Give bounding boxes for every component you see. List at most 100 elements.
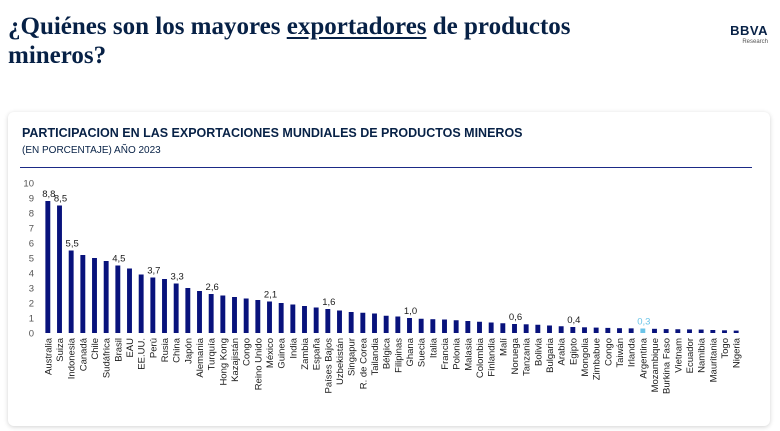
data-label: 2,1 bbox=[264, 290, 277, 301]
bar bbox=[722, 330, 727, 333]
bar bbox=[547, 325, 552, 333]
x-tick-label: Egipto bbox=[568, 338, 579, 365]
bar bbox=[687, 329, 692, 333]
logo-sub: Research bbox=[742, 39, 768, 45]
x-tick-label: Francia bbox=[440, 337, 451, 369]
x-tick-label: Noruega bbox=[510, 337, 521, 374]
x-tick-label: Bélgica bbox=[382, 337, 393, 369]
x-tick-label: España bbox=[312, 337, 323, 370]
x-tick-label: Bulgaria bbox=[545, 337, 556, 373]
x-tick-label: Burkina Faso bbox=[662, 338, 673, 394]
bar bbox=[325, 309, 331, 333]
x-tick-label: Tailandia bbox=[370, 337, 381, 375]
bar bbox=[663, 329, 669, 333]
x-tick-label: Taiwán bbox=[615, 338, 626, 368]
bar bbox=[138, 274, 144, 333]
bar bbox=[267, 301, 272, 333]
bar bbox=[570, 327, 576, 333]
y-tick-label: 2 bbox=[29, 299, 34, 310]
bar bbox=[220, 295, 226, 333]
bar bbox=[477, 321, 482, 333]
x-tick-label: Filipinas bbox=[393, 338, 404, 373]
bar bbox=[453, 320, 459, 333]
page-title-underlined: exportadores bbox=[286, 13, 427, 40]
x-tick-label: R. de Corea bbox=[358, 337, 369, 389]
x-tick-label: Vietnam bbox=[673, 338, 684, 373]
x-tick-label: Mauritania bbox=[708, 337, 719, 382]
bar bbox=[383, 315, 389, 333]
y-tick-label: 7 bbox=[29, 224, 34, 235]
x-tick-label: Chile bbox=[90, 338, 101, 360]
y-tick-label: 9 bbox=[29, 194, 34, 205]
data-label: 2,6 bbox=[206, 282, 219, 293]
bar bbox=[442, 319, 447, 333]
bar bbox=[360, 312, 366, 333]
y-tick-label: 8 bbox=[29, 209, 34, 220]
x-tick-label: EE.UU. bbox=[137, 338, 148, 370]
x-tick-label: Tanzania bbox=[522, 337, 533, 376]
x-tick-label: Ghana bbox=[405, 337, 416, 366]
bar bbox=[115, 265, 121, 333]
bar bbox=[628, 328, 634, 333]
x-tick-label: Países Bajos bbox=[323, 338, 334, 394]
bar bbox=[535, 324, 541, 333]
data-label: 1,6 bbox=[322, 297, 335, 308]
y-tick-label: 10 bbox=[23, 179, 34, 190]
x-tick-label: Perú bbox=[148, 338, 159, 358]
data-label: 8,8 bbox=[42, 189, 55, 200]
bar bbox=[605, 327, 611, 333]
bar bbox=[162, 279, 167, 333]
x-tick-label: Suecia bbox=[417, 337, 428, 367]
x-tick-label: Bolivia bbox=[533, 337, 544, 366]
bar bbox=[68, 250, 74, 333]
bar bbox=[45, 201, 51, 333]
bar bbox=[290, 304, 296, 333]
bar bbox=[302, 306, 307, 333]
bar bbox=[465, 321, 471, 333]
bar bbox=[197, 291, 202, 333]
x-tick-label: Turquía bbox=[207, 337, 218, 370]
bar bbox=[337, 310, 342, 333]
y-tick-label: 0 bbox=[29, 329, 34, 340]
bar bbox=[127, 268, 132, 333]
x-tick-label: Uzbekistán bbox=[335, 338, 346, 385]
x-tick-label: Ecuador bbox=[685, 338, 696, 373]
bar bbox=[103, 261, 109, 333]
x-tick-label: Singapur bbox=[347, 338, 358, 376]
data-label: 3,7 bbox=[147, 266, 160, 277]
x-tick-label: Congo bbox=[242, 338, 253, 366]
data-label: 3,3 bbox=[171, 272, 184, 283]
bar bbox=[652, 328, 657, 333]
bar bbox=[512, 324, 517, 333]
bar bbox=[640, 328, 646, 333]
bar bbox=[57, 205, 62, 333]
y-tick-label: 4 bbox=[29, 269, 34, 280]
x-tick-label: México bbox=[265, 338, 276, 368]
bar bbox=[150, 277, 156, 333]
chart-card bbox=[8, 112, 770, 426]
page-title: ¿Quiénes son los mayores exportadores de… bbox=[8, 12, 648, 70]
bar bbox=[698, 329, 704, 333]
bar bbox=[243, 298, 249, 333]
bar bbox=[80, 255, 86, 333]
x-tick-label: Japón bbox=[183, 338, 194, 364]
x-tick-label: Malí bbox=[498, 338, 509, 356]
page-title-part2: de productos mineros? bbox=[8, 13, 571, 69]
bar bbox=[418, 318, 424, 333]
x-tick-label: Nigeria bbox=[732, 337, 743, 368]
page-title-part1: ¿Quiénes son los mayores bbox=[8, 13, 287, 40]
bar bbox=[617, 328, 622, 333]
x-tick-label: India bbox=[288, 337, 299, 358]
x-tick-label: Zimbabue bbox=[592, 338, 603, 380]
x-tick-label: Congo bbox=[603, 338, 614, 366]
x-tick-label: Polonia bbox=[452, 337, 463, 369]
x-tick-label: Suiza bbox=[55, 337, 66, 361]
bar bbox=[523, 324, 529, 333]
data-label: 8,5 bbox=[54, 194, 67, 205]
bar bbox=[710, 330, 716, 333]
title-divider bbox=[20, 167, 752, 168]
bar bbox=[278, 303, 284, 333]
bar bbox=[500, 323, 506, 333]
x-tick-label: Sudáfrica bbox=[102, 337, 113, 378]
bar bbox=[92, 258, 97, 333]
